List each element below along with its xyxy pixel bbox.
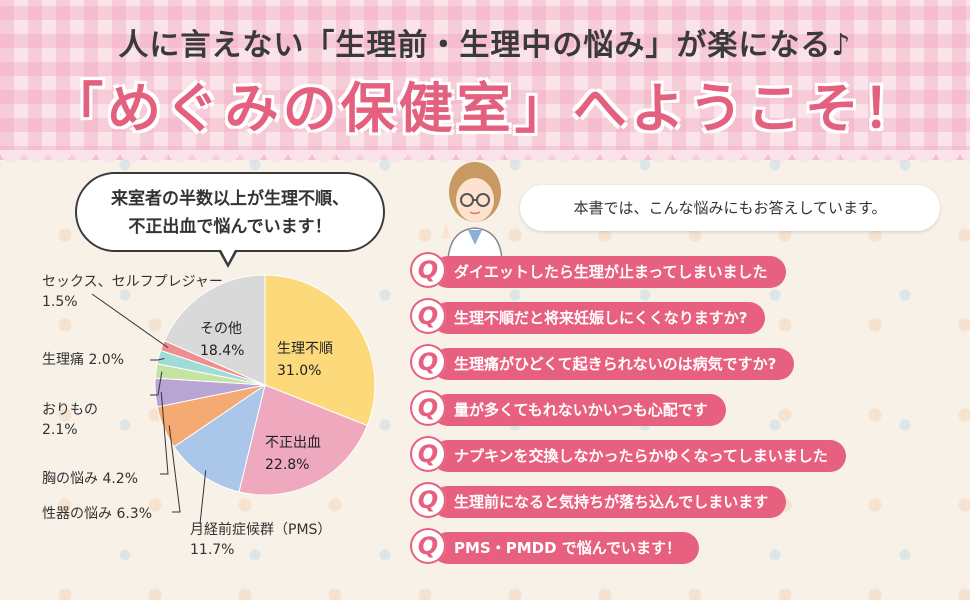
question-text-6: 生理前になると気持ちが落ち込んでしまいます xyxy=(432,486,787,518)
page-subtitle: 人に言えない「生理前・生理中の悩み」が楽になる♪ xyxy=(118,28,852,63)
header-scallop-edge xyxy=(0,150,970,170)
page-title: 「めぐみの保健室」へようこそ！ xyxy=(49,77,921,140)
q-badge-icon: Q xyxy=(410,528,446,564)
q-badge-icon: Q xyxy=(410,482,446,518)
slice-label-genital-value: 6.3% xyxy=(116,506,153,522)
slice-label-breast-name: 胸の悩み xyxy=(42,471,98,487)
slice-label-pms-value: 11.7% xyxy=(190,542,235,558)
question-text-1: ダイエットしたら生理が止まってしまいました xyxy=(432,256,786,288)
q-badge-icon: Q xyxy=(410,436,446,472)
chart-speech-bubble: 来室者の半数以上が生理不順、 不正出血で悩んでいます！ xyxy=(75,172,385,252)
leader-line-sex xyxy=(91,293,169,349)
pie-slice-pms xyxy=(173,383,266,493)
leader-line-pms xyxy=(199,470,207,525)
question-text-4: 量が多くてもれないかいつも心配です xyxy=(432,394,726,426)
slice-label-irregular-value: 31.0% xyxy=(277,363,322,379)
slice-label-breast: 胸の悩み 4.2% xyxy=(42,469,138,489)
question-text-7: PMS・PMDD で悩んでいます！ xyxy=(432,532,700,564)
q-badge-icon: Q xyxy=(410,298,446,334)
slice-label-genital-name: 性器の悩み xyxy=(42,506,112,522)
slice-label-sex-value: 1.5% xyxy=(42,294,78,310)
slice-label-other-name: その他 xyxy=(200,321,242,337)
intro-bubble: 本書では、こんな悩みにもお答えしています。 xyxy=(520,185,940,231)
leader-line-breast xyxy=(160,392,169,475)
pie-slice-irregular xyxy=(264,274,376,427)
slice-label-irregular: 生理不順 31.0% xyxy=(277,338,333,382)
slice-label-cramps-value: 2.0% xyxy=(88,352,125,368)
bubble-line-1: 来室者の半数以上が生理不順、 xyxy=(111,189,349,209)
question-text-5: ナプキンを交換しなかったらかゆくなってしまいました xyxy=(432,440,846,472)
slice-label-bleeding-name: 不正出血 xyxy=(265,435,321,451)
slice-label-pms-name: 月経前症候群（PMS） xyxy=(190,522,332,538)
slice-label-cramps-name: 生理痛 xyxy=(42,352,84,368)
slice-label-cramps: 生理痛 2.0% xyxy=(42,350,124,370)
pie-slice-other xyxy=(163,274,266,386)
leader-line-cramps xyxy=(150,358,165,361)
question-text-2: 生理不順だと将来妊娠しにくくなりますか? xyxy=(432,302,766,334)
slice-label-sex-name: セックス、セルフプレジャー xyxy=(42,274,223,290)
bubble-tail xyxy=(218,248,238,268)
question-text-3: 生理痛がひどくて起きられないのは病気ですか? xyxy=(432,348,795,380)
leader-line-discharge xyxy=(150,371,163,396)
slice-label-discharge-name: おりもの xyxy=(42,402,98,418)
leader-line-genital xyxy=(168,425,181,513)
q-badge-icon: Q xyxy=(410,390,446,426)
pie-slice-bleeding xyxy=(238,384,368,496)
slice-label-discharge: おりもの 2.1% xyxy=(42,400,98,440)
slice-label-bleeding: 不正出血 22.8% xyxy=(265,432,321,476)
slice-label-other-value: 18.4% xyxy=(200,343,245,359)
bubble-line-2: 不正出血で悩んでいます！ xyxy=(128,217,332,237)
q-badge-icon: Q xyxy=(410,252,446,288)
slice-label-genital: 性器の悩み 6.3% xyxy=(42,504,152,524)
nurse-avatar-icon xyxy=(442,162,503,260)
slice-label-bleeding-value: 22.8% xyxy=(265,457,310,473)
slice-label-pms: 月経前症候群（PMS） 11.7% xyxy=(190,520,331,560)
slice-label-discharge-value: 2.1% xyxy=(42,422,78,438)
slice-label-sex: セックス、セルフプレジャー 1.5% xyxy=(42,272,223,312)
slice-label-breast-value: 4.2% xyxy=(102,471,139,487)
slice-label-irregular-name: 生理不順 xyxy=(277,341,333,357)
q-badge-icon: Q xyxy=(410,344,446,380)
pie-chart xyxy=(91,274,376,525)
slice-label-other: その他 18.4% xyxy=(200,318,244,362)
gingham-header xyxy=(0,0,970,160)
